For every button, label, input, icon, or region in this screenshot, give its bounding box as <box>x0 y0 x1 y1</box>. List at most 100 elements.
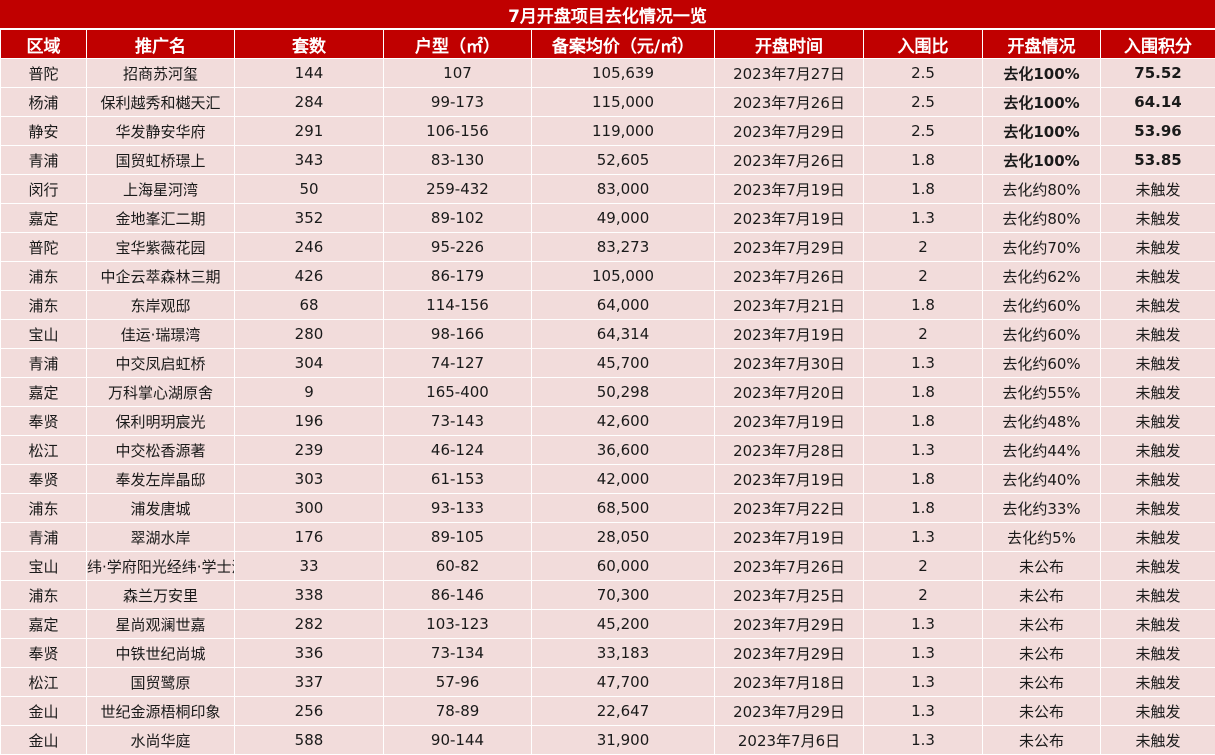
sales-table: 区域 推广名 套数 户型（㎡） 备案均价（元/㎡） 开盘时间 入围比 开盘情况 入围积分 普陀招… <box>0 29 1215 755</box>
unit-size-cell: 165-400 <box>383 377 532 407</box>
units-cell: 239 <box>234 435 384 465</box>
unit-size-cell: 61-153 <box>383 464 532 494</box>
avg-price-cell: 28,050 <box>531 522 715 552</box>
sales-status-cell: 未公布 <box>982 725 1101 755</box>
sales-status-cell: 未公布 <box>982 638 1101 668</box>
open-date-cell: 2023年7月6日 <box>714 725 864 755</box>
district-cell: 普陀 <box>0 232 87 262</box>
score-cell: 未触发 <box>1100 493 1215 523</box>
open-date-cell: 2023年7月26日 <box>714 261 864 291</box>
units-cell: 303 <box>234 464 384 494</box>
units-cell: 352 <box>234 203 384 233</box>
units-cell: 196 <box>234 406 384 436</box>
units-cell: 282 <box>234 609 384 639</box>
ratio-cell: 2.5 <box>863 116 983 146</box>
table-row: 普陀 招商苏河玺 144 107 105,639 2023年7月27日 2.5 去化100% 7… <box>0 58 1215 88</box>
district-cell: 浦东 <box>0 290 87 320</box>
score-cell: 未触发 <box>1100 725 1215 755</box>
table-row: 闵行 上海星河湾 50 259-432 83,000 2023年7月19日 1.8 去化约80… <box>0 174 1215 204</box>
table-row: 普陀 宝华紫薇花园 246 95-226 83,273 2023年7月29日 2 去化约70%… <box>0 232 1215 262</box>
ratio-cell: 1.3 <box>863 696 983 726</box>
unit-size-cell: 90-144 <box>383 725 532 755</box>
project-name-cell: 国贸虹桥璟上 <box>86 145 235 175</box>
unit-size-cell: 57-96 <box>383 667 532 697</box>
ratio-cell: 1.8 <box>863 464 983 494</box>
avg-price-cell: 42,000 <box>531 464 715 494</box>
project-name-cell: 国贸鹭原 <box>86 667 235 697</box>
open-date-cell: 2023年7月25日 <box>714 580 864 610</box>
unit-size-cell: 78-89 <box>383 696 532 726</box>
ratio-cell: 1.8 <box>863 377 983 407</box>
sales-status-cell: 去化约70% <box>982 232 1101 262</box>
units-cell: 9 <box>234 377 384 407</box>
table-row: 嘉定 万科掌心湖原舍 9 165-400 50,298 2023年7月20日 1.8 去化约5… <box>0 377 1215 407</box>
district-cell: 静安 <box>0 116 87 146</box>
open-date-cell: 2023年7月21日 <box>714 290 864 320</box>
ratio-cell: 2 <box>863 580 983 610</box>
district-cell: 嘉定 <box>0 203 87 233</box>
project-name-cell: 奉发左岸晶邸 <box>86 464 235 494</box>
sales-status-cell: 未公布 <box>982 696 1101 726</box>
score-cell: 未触发 <box>1100 261 1215 291</box>
column-header: 备案均价（元/㎡） <box>531 29 715 59</box>
district-cell: 浦东 <box>0 493 87 523</box>
units-cell: 256 <box>234 696 384 726</box>
score-cell: 75.52 <box>1100 58 1215 88</box>
sales-status-cell: 未公布 <box>982 580 1101 610</box>
table-row: 嘉定 金地峯汇二期 352 89-102 49,000 2023年7月19日 1.3 去化约8… <box>0 203 1215 233</box>
open-date-cell: 2023年7月27日 <box>714 58 864 88</box>
project-name-cell: 中铁世纪尚城 <box>86 638 235 668</box>
project-name-cell: 保利越秀和樾天汇 <box>86 87 235 117</box>
sales-status-cell: 去化约80% <box>982 203 1101 233</box>
table-row: 嘉定 星尚观澜世嘉 282 103-123 45,200 2023年7月29日 1.3 未公布… <box>0 609 1215 639</box>
district-cell: 奉贤 <box>0 638 87 668</box>
avg-price-cell: 115,000 <box>531 87 715 117</box>
unit-size-cell: 86-179 <box>383 261 532 291</box>
unit-size-cell: 74-127 <box>383 348 532 378</box>
open-date-cell: 2023年7月29日 <box>714 696 864 726</box>
avg-price-cell: 50,298 <box>531 377 715 407</box>
project-name-cell: 上海星河湾 <box>86 174 235 204</box>
units-cell: 68 <box>234 290 384 320</box>
score-cell: 未触发 <box>1100 232 1215 262</box>
district-cell: 宝山 <box>0 551 87 581</box>
avg-price-cell: 60,000 <box>531 551 715 581</box>
sales-status-cell: 去化约80% <box>982 174 1101 204</box>
district-cell: 宝山 <box>0 319 87 349</box>
table-row: 奉贤 奉发左岸晶邸 303 61-153 42,000 2023年7月19日 1.8 去化约4… <box>0 464 1215 494</box>
open-date-cell: 2023年7月26日 <box>714 145 864 175</box>
avg-price-cell: 42,600 <box>531 406 715 436</box>
table-row: 金山 世纪金源梧桐印象 256 78-89 22,647 2023年7月29日 1.3 未公布… <box>0 696 1215 726</box>
ratio-cell: 1.3 <box>863 638 983 668</box>
avg-price-cell: 64,000 <box>531 290 715 320</box>
district-cell: 青浦 <box>0 145 87 175</box>
score-cell: 未触发 <box>1100 551 1215 581</box>
open-date-cell: 2023年7月29日 <box>714 116 864 146</box>
unit-size-cell: 107 <box>383 58 532 88</box>
units-cell: 300 <box>234 493 384 523</box>
units-cell: 50 <box>234 174 384 204</box>
score-cell: 未触发 <box>1100 667 1215 697</box>
sales-status-cell: 去化约60% <box>982 348 1101 378</box>
unit-size-cell: 259-432 <box>383 174 532 204</box>
score-cell: 未触发 <box>1100 435 1215 465</box>
sales-status-cell: 未公布 <box>982 667 1101 697</box>
avg-price-cell: 83,273 <box>531 232 715 262</box>
open-date-cell: 2023年7月26日 <box>714 87 864 117</box>
project-name-cell: 浦发唐城 <box>86 493 235 523</box>
unit-size-cell: 95-226 <box>383 232 532 262</box>
units-cell: 336 <box>234 638 384 668</box>
project-name-cell: 东岸观邸 <box>86 290 235 320</box>
ratio-cell: 1.3 <box>863 435 983 465</box>
units-cell: 176 <box>234 522 384 552</box>
unit-size-cell: 114-156 <box>383 290 532 320</box>
ratio-cell: 1.8 <box>863 174 983 204</box>
ratio-cell: 1.3 <box>863 609 983 639</box>
project-name-cell: 华发静安华府 <box>86 116 235 146</box>
open-date-cell: 2023年7月22日 <box>714 493 864 523</box>
district-cell: 浦东 <box>0 580 87 610</box>
ratio-cell: 1.3 <box>863 667 983 697</box>
ratio-cell: 2 <box>863 319 983 349</box>
column-header: 入围积分 <box>1100 29 1215 59</box>
